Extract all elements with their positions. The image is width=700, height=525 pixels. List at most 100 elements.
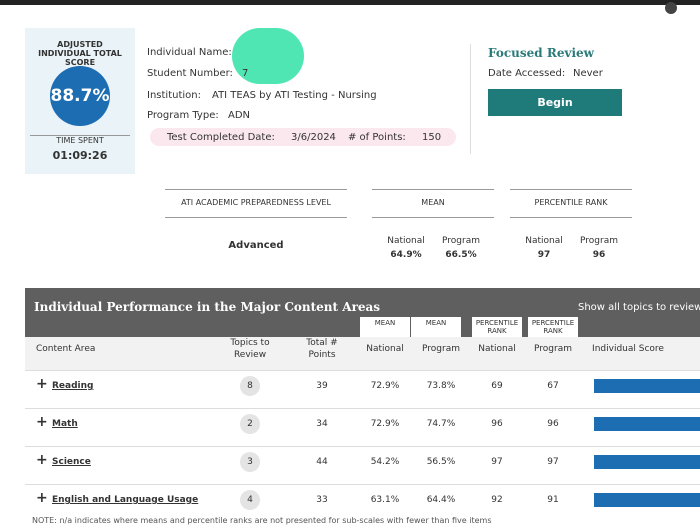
group-label: PERCENTILE RANK: [472, 317, 522, 337]
cell: 54.2%: [370, 457, 400, 467]
cell: 34: [316, 419, 328, 429]
cell: 56.5%: [426, 457, 456, 467]
cell: 96: [491, 419, 503, 429]
summary-header: MEAN: [421, 198, 445, 207]
level: Advanced: [228, 240, 284, 251]
date-value: 3/6/2024: [291, 132, 336, 143]
column-label: National: [478, 344, 516, 354]
column-label: National: [366, 344, 404, 354]
cell: 91: [547, 495, 559, 505]
cell: 72.9%: [370, 419, 400, 429]
score-circle: [50, 66, 110, 126]
row-rule: [25, 408, 700, 409]
review-title: Focused Review: [488, 46, 594, 60]
column-label: Topics to Review: [230, 338, 270, 360]
score-bar: [594, 455, 700, 469]
student-value: 7: [242, 68, 249, 79]
program-value: ADN: [228, 110, 251, 121]
cell: 96: [547, 419, 559, 429]
column-label: Content Area: [36, 344, 96, 354]
cell: 39: [316, 381, 328, 391]
topics-count: 2: [247, 419, 253, 429]
row-rule: [25, 446, 700, 447]
topics-badge: [240, 414, 260, 434]
cell: 72.9%: [370, 381, 400, 391]
column-label: Program: [422, 344, 460, 354]
cell: 92: [491, 495, 503, 505]
summary-rule: [372, 189, 494, 190]
points-value: 150: [422, 132, 442, 143]
score-bar: [594, 493, 700, 507]
topics-count: 4: [247, 495, 253, 505]
summary-header: ATI ACADEMIC PREPAREDNESS LEVEL: [181, 198, 331, 207]
program-label: Program Type:: [147, 110, 219, 121]
group-label: MEAN: [411, 317, 461, 337]
help-icon[interactable]: [665, 2, 677, 14]
points-label: # of Points:: [348, 132, 406, 143]
summary-header: PERCENTILE RANK: [534, 198, 608, 207]
time-label: TIME SPENT: [30, 135, 130, 145]
score-bar: [594, 379, 700, 393]
column-label: Program: [534, 344, 572, 354]
table-title: Individual Performance in the Major Cont…: [34, 300, 381, 314]
area-link[interactable]: Math: [52, 419, 78, 429]
summary-subheader: National: [387, 236, 425, 246]
summary-subheader: National: [525, 236, 563, 246]
expand-icon[interactable]: +: [36, 414, 48, 430]
summary-value: 96: [592, 250, 606, 260]
row-rule: [25, 370, 700, 371]
topics-badge: [240, 490, 260, 510]
student-label: Student Number:: [147, 68, 233, 79]
show-topics-link[interactable]: Show all topics to review: [578, 302, 700, 313]
column-label: Individual Score: [592, 344, 664, 354]
summary-rule: [510, 189, 632, 190]
area-link[interactable]: Science: [52, 457, 91, 467]
institution-label: Institution:: [147, 90, 201, 101]
area-link[interactable]: Reading: [52, 381, 94, 391]
column-label: Total # Points: [306, 338, 338, 360]
summary-rule: [372, 217, 494, 218]
divider: [470, 44, 471, 154]
topics-count: 8: [247, 381, 253, 391]
summary-subheader: Program: [442, 236, 480, 246]
cell: 44: [316, 457, 328, 467]
summary-value: 97: [537, 250, 551, 260]
note: NOTE: n/a indicates where means and perc…: [32, 516, 492, 525]
expand-icon[interactable]: +: [36, 490, 48, 506]
cell: 97: [491, 457, 503, 467]
summary-rule: [165, 189, 347, 190]
summary-value: 64.9%: [390, 250, 422, 260]
area-link[interactable]: English and Language Usage: [52, 495, 199, 505]
cell: 73.8%: [426, 381, 456, 391]
summary-subheader: Program: [580, 236, 618, 246]
summary-rule: [165, 217, 347, 218]
row-rule: [25, 484, 700, 485]
name-label: Individual Name:: [147, 47, 232, 58]
accessed-label: Date Accessed:: [488, 68, 566, 79]
highlight: [150, 128, 456, 146]
summary-value: 66.5%: [445, 250, 477, 260]
cell: 97: [547, 457, 559, 467]
date-label: Test Completed Date:: [167, 132, 275, 143]
score-bar: [594, 417, 700, 431]
score-value: 88.7%: [50, 86, 110, 106]
cell: 64.4%: [426, 495, 456, 505]
accessed-value: Never: [573, 68, 603, 79]
summary-rule: [510, 217, 632, 218]
begin-button[interactable]: Begin: [488, 89, 622, 116]
topics-badge: [240, 452, 260, 472]
group-label: MEAN: [360, 317, 410, 337]
top-bar: [0, 0, 700, 5]
redaction: [232, 28, 304, 84]
topics-badge: [240, 376, 260, 396]
expand-icon[interactable]: +: [36, 376, 48, 392]
expand-icon[interactable]: +: [36, 452, 48, 468]
column-header: [25, 337, 700, 370]
topics-count: 3: [247, 457, 253, 467]
cell: 67: [547, 381, 559, 391]
group-label: PERCENTILE RANK: [528, 317, 578, 337]
institution-value: ATI TEAS by ATI Testing - Nursing: [212, 90, 377, 101]
score-label: ADJUSTED INDIVIDUAL TOTAL SCORE: [38, 40, 122, 67]
time-value: 01:09:26: [52, 149, 108, 162]
